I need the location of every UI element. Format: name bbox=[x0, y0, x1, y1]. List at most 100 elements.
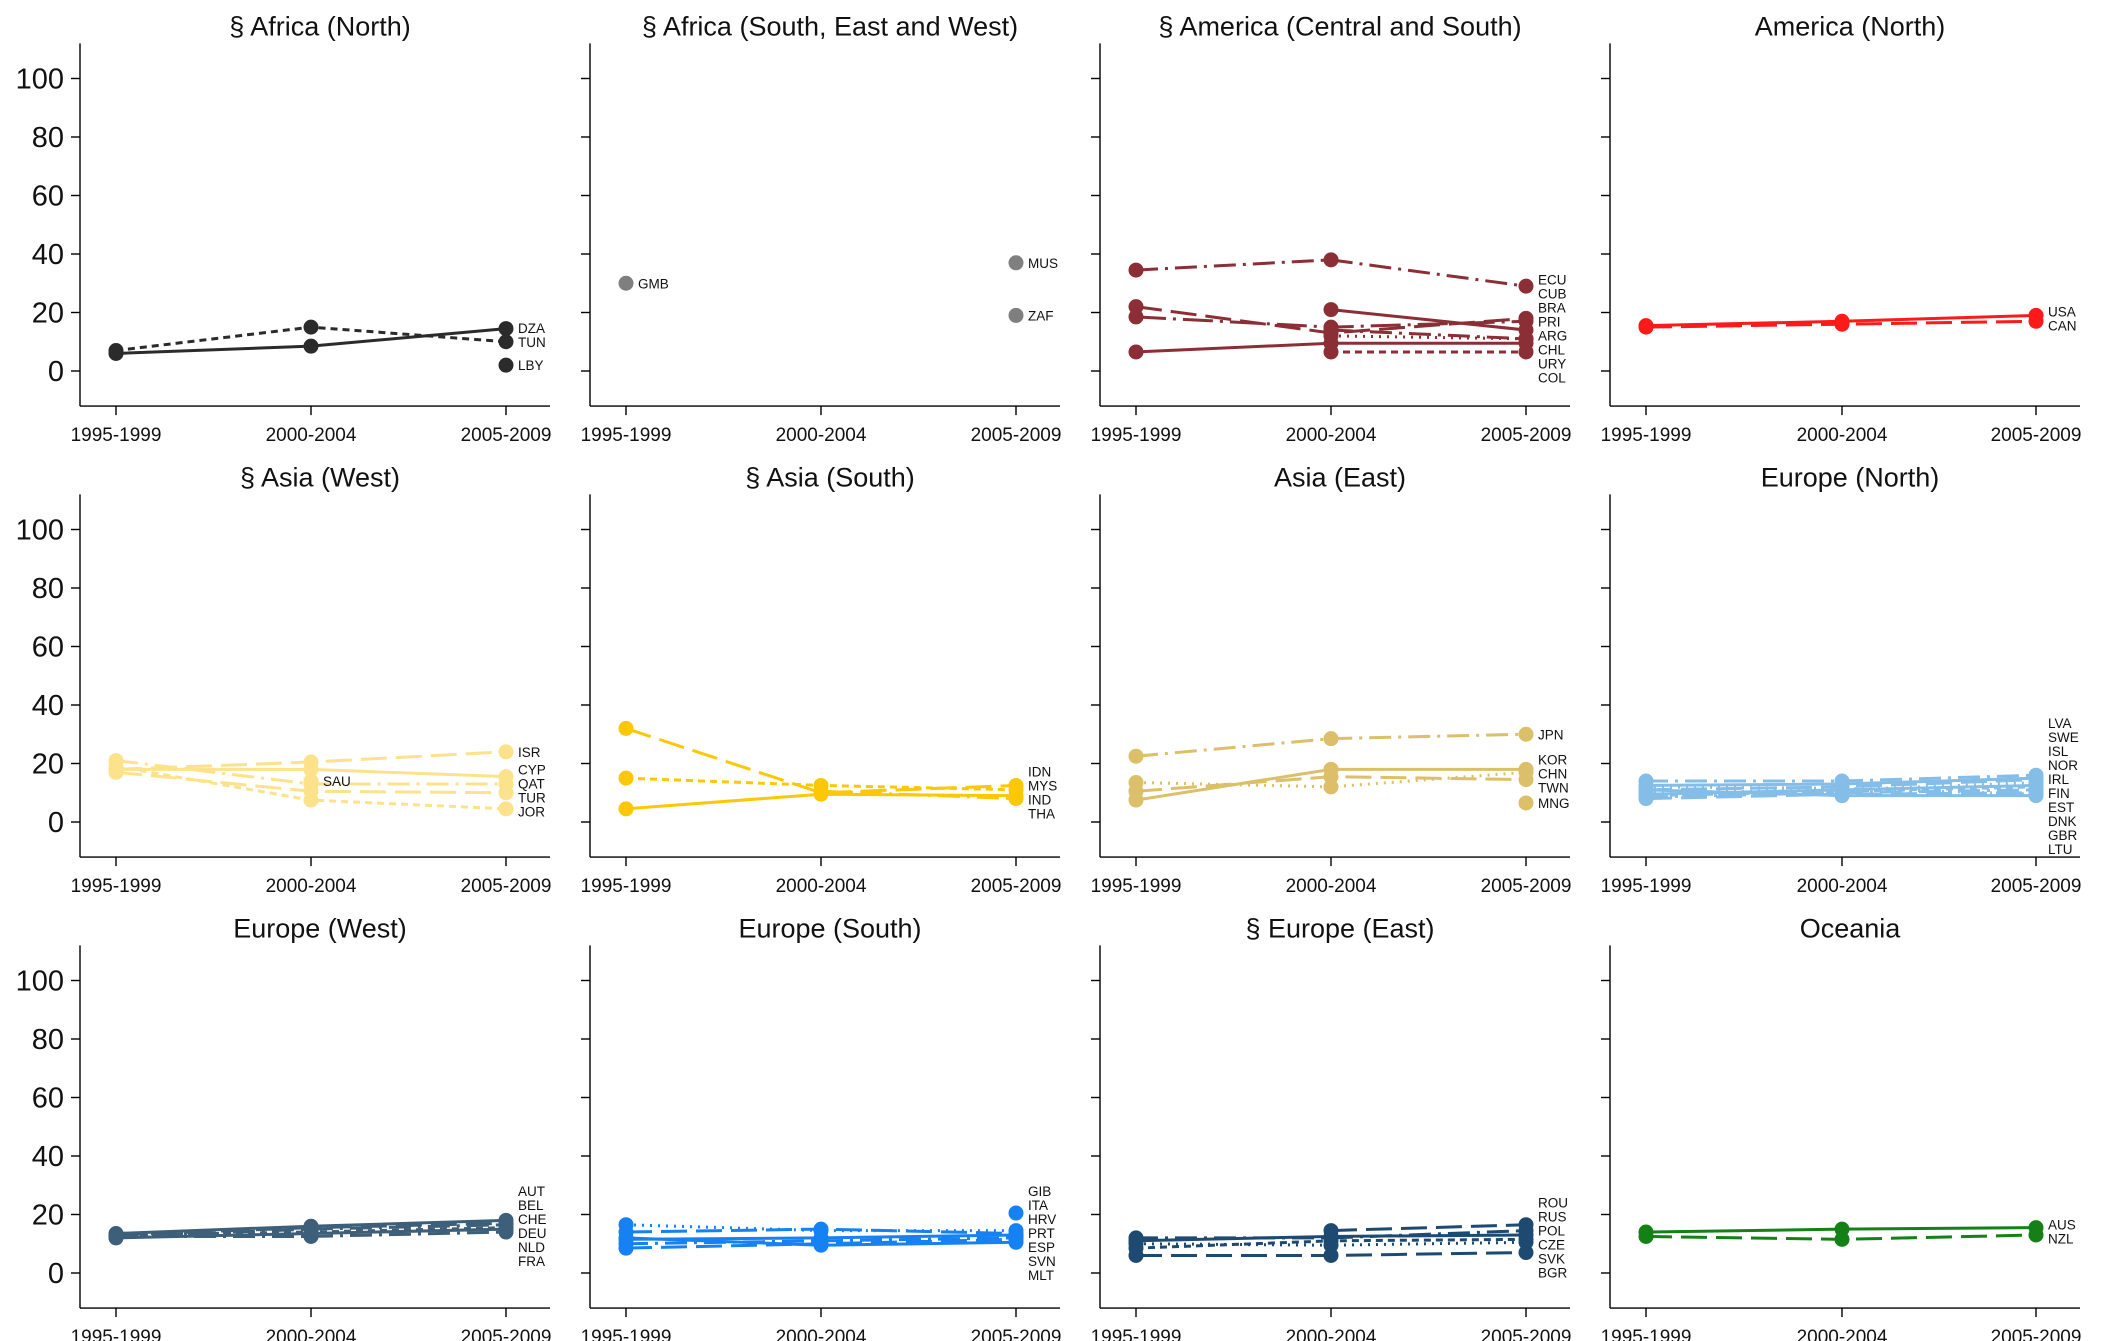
panel-title: Europe (West) bbox=[233, 913, 407, 943]
data-point-bgr bbox=[1323, 1247, 1339, 1263]
country-label: CHN bbox=[1538, 767, 1567, 782]
x-tick-label: 2000-2004 bbox=[776, 1327, 867, 1341]
country-label: HRV bbox=[1028, 1212, 1056, 1227]
country-label: ZAF bbox=[1028, 308, 1054, 323]
data-point-ecu bbox=[1518, 278, 1534, 294]
panel-4: America (North) 1995-1999 2000-2004 2005-20… bbox=[1601, 11, 2082, 446]
country-label: NZL bbox=[2048, 1231, 2074, 1246]
country-label: ISL bbox=[2048, 744, 2069, 759]
data-point-can bbox=[1638, 319, 1654, 335]
country-label: PRT bbox=[1028, 1226, 1055, 1241]
data-point-isr bbox=[498, 744, 514, 760]
x-tick-label: 2000-2004 bbox=[776, 425, 867, 446]
panel-title: § Europe (East) bbox=[1245, 913, 1434, 943]
panel-3: § America (Central and South) 1995-1999 20… bbox=[1091, 11, 1572, 446]
panel-7: Asia (East) 1995-1999 2000-2004 2005-2009 JP… bbox=[1091, 462, 1572, 897]
country-label: LVA bbox=[2048, 716, 2072, 731]
x-tick-label: 2000-2004 bbox=[1286, 1327, 1377, 1341]
country-label: ARG bbox=[1538, 329, 1567, 344]
data-point-ury bbox=[1128, 344, 1144, 360]
data-point-twn bbox=[1518, 772, 1534, 788]
country-label: SAU bbox=[323, 774, 351, 789]
country-label: MYS bbox=[1028, 778, 1057, 793]
data-point-tha bbox=[1008, 791, 1024, 807]
y-tick-label: 0 bbox=[48, 807, 64, 839]
y-tick-label: 60 bbox=[32, 181, 64, 213]
country-label: FRA bbox=[518, 1254, 545, 1269]
x-tick-label: 2000-2004 bbox=[266, 876, 357, 897]
data-point-ltu bbox=[1638, 782, 1654, 798]
series-line-gbr bbox=[1645, 785, 2037, 796]
data-point-dza bbox=[303, 338, 319, 354]
x-tick-label: 1995-1999 bbox=[1091, 876, 1182, 897]
y-tick-label: 0 bbox=[48, 356, 64, 388]
panel-title: Europe (North) bbox=[1761, 462, 1940, 492]
y-tick-label: 80 bbox=[32, 122, 64, 154]
data-point-mng bbox=[1518, 795, 1534, 811]
country-label: MLT bbox=[1028, 1268, 1054, 1283]
data-point-tha bbox=[813, 783, 829, 799]
x-tick-label: 2005-2009 bbox=[461, 876, 552, 897]
data-point-jor bbox=[108, 758, 124, 774]
country-label: NLD bbox=[518, 1240, 545, 1255]
y-tick-label: 0 bbox=[48, 1258, 64, 1290]
country-label: THA bbox=[1028, 806, 1055, 821]
country-label: JOR bbox=[518, 805, 545, 820]
panel-title: America (North) bbox=[1755, 11, 1946, 41]
data-point-twn bbox=[1128, 783, 1144, 799]
panel-title: § Africa (South, East and West) bbox=[642, 11, 1018, 41]
data-point-gib bbox=[1008, 1205, 1024, 1221]
country-label: RUS bbox=[1538, 1209, 1567, 1224]
y-tick-label: 40 bbox=[32, 239, 64, 271]
x-tick-label: 2005-2009 bbox=[971, 876, 1062, 897]
series-line-arg bbox=[1330, 334, 1527, 341]
country-label: FIN bbox=[2048, 786, 2070, 801]
y-tick-label: 40 bbox=[32, 690, 64, 722]
country-label: CYP bbox=[518, 763, 546, 778]
x-tick-label: 2005-2009 bbox=[971, 1327, 1062, 1341]
data-point-jpn bbox=[1323, 731, 1339, 747]
panel-9: Europe (West) 0 20 40 60 80 100 1995-1999 2000-2… bbox=[16, 913, 552, 1341]
country-label: ISR bbox=[518, 745, 541, 760]
x-tick-label: 1995-1999 bbox=[581, 1327, 672, 1341]
data-point-ltu bbox=[1834, 788, 1850, 804]
data-point-ind bbox=[618, 801, 634, 817]
x-tick-label: 1995-1999 bbox=[1601, 425, 1692, 446]
series-line-tha bbox=[820, 789, 1017, 801]
country-label: AUT bbox=[518, 1184, 545, 1199]
panel-8: Europe (North) 1995-1999 2000-2004 2005-200… bbox=[1601, 462, 2082, 897]
panel-title: § America (Central and South) bbox=[1158, 11, 1521, 41]
panel-1: § Africa (North) 0 20 40 60 80 100 1995-1999 200… bbox=[16, 11, 552, 446]
country-label: USA bbox=[2048, 304, 2076, 319]
country-label: KOR bbox=[1538, 753, 1568, 768]
country-label: BEL bbox=[518, 1198, 544, 1213]
country-label: POL bbox=[1538, 1223, 1566, 1238]
panel-5: § Asia (West) 0 20 40 60 80 100 1995-1999 2000-2… bbox=[16, 462, 552, 897]
country-label: IRL bbox=[2048, 772, 2070, 787]
country-label: ITA bbox=[1028, 1198, 1048, 1213]
x-tick-label: 2000-2004 bbox=[1797, 1327, 1888, 1341]
data-point-fra bbox=[303, 1228, 319, 1244]
y-tick-label: 40 bbox=[32, 1141, 64, 1173]
country-label: COL bbox=[1538, 371, 1566, 386]
x-tick-label: 2000-2004 bbox=[1797, 876, 1888, 897]
x-tick-label: 1995-1999 bbox=[1091, 425, 1182, 446]
x-tick-label: 1995-1999 bbox=[581, 425, 672, 446]
country-label: EST bbox=[2048, 800, 2074, 815]
country-label: SVK bbox=[1538, 1251, 1565, 1266]
x-tick-label: 1995-1999 bbox=[1601, 1327, 1692, 1341]
x-tick-label: 2005-2009 bbox=[1991, 876, 2082, 897]
x-tick-label: 2005-2009 bbox=[1481, 876, 1572, 897]
data-point-gmb bbox=[618, 275, 634, 291]
country-label: PRI bbox=[1538, 315, 1561, 330]
data-point-cyp bbox=[303, 761, 319, 777]
y-tick-label: 60 bbox=[32, 1083, 64, 1115]
data-point-dza bbox=[498, 321, 514, 337]
series-line-svk bbox=[1135, 1240, 1527, 1247]
panel-title: Asia (East) bbox=[1274, 462, 1406, 492]
x-tick-label: 2005-2009 bbox=[1991, 1327, 2082, 1341]
y-tick-label: 100 bbox=[16, 515, 64, 547]
country-label: LTU bbox=[2048, 842, 2073, 857]
country-label: QAT bbox=[518, 777, 545, 792]
